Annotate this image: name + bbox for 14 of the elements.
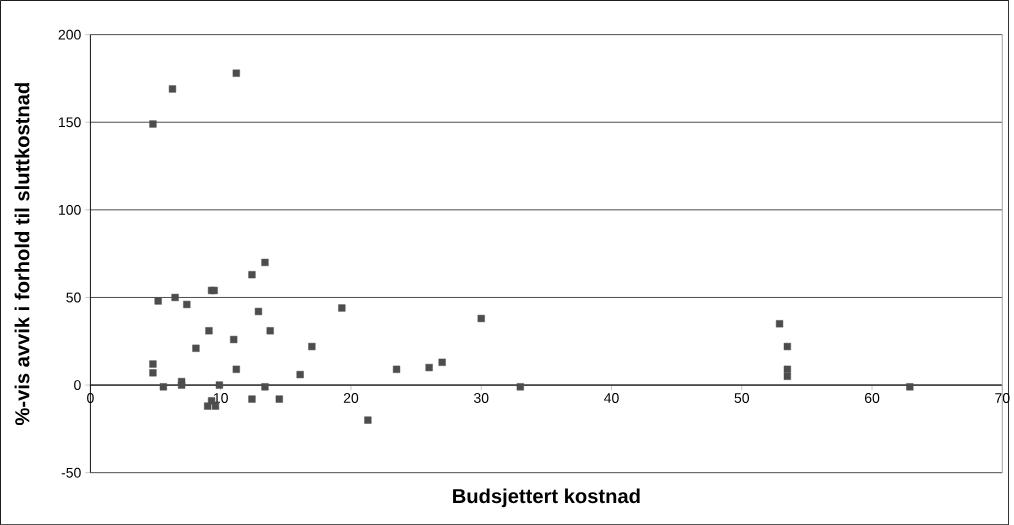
x-axis-title: Budsjettert kostnad (453, 488, 640, 508)
y-tick-label: 150 (59, 117, 81, 128)
x-tick-label: 30 (473, 392, 489, 403)
y-tick-label: -50 (61, 467, 81, 478)
x-tick-label: 60 (864, 392, 880, 403)
y-tick-label: 0 (74, 380, 81, 390)
x-tick-label: 20 (343, 392, 359, 403)
y-tick-label: 200 (58, 29, 81, 40)
x-tick-label: 10 (213, 392, 228, 403)
y-axis-title: %-vis avvik i forhold til sluttkostnad (14, 82, 30, 425)
y-tick-label: 50 (66, 292, 81, 303)
y-tick-label: 100 (59, 204, 81, 215)
x-tick-label: 50 (734, 392, 750, 403)
x-tick-label: 40 (604, 392, 619, 403)
